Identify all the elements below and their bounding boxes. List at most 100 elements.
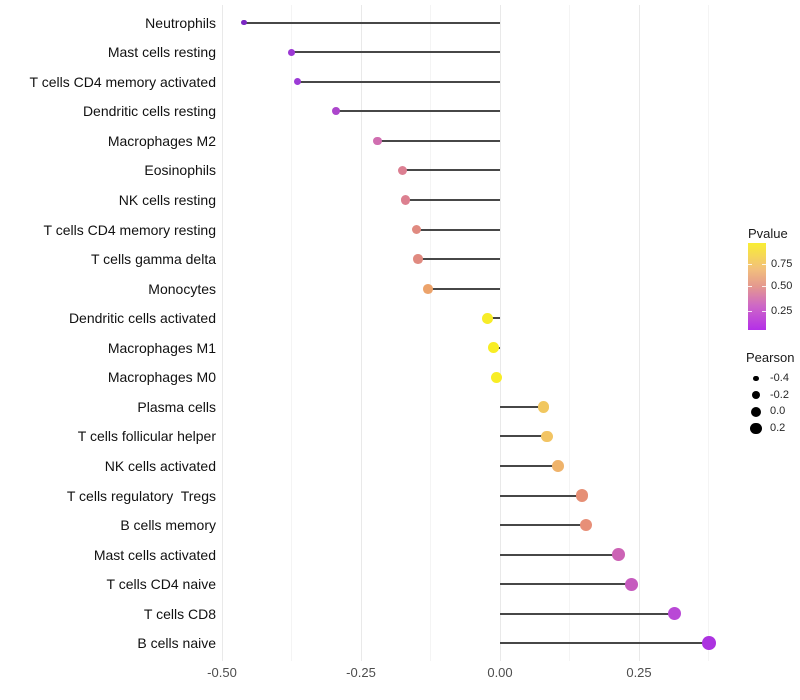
x-gridline-major <box>638 5 640 661</box>
y-axis-label: B cells naive <box>137 635 216 652</box>
lollipop-dot <box>540 430 553 443</box>
lollipop-stick <box>416 228 500 231</box>
x-tick-label: 0.25 <box>626 665 652 680</box>
lollipop-dot <box>625 577 639 591</box>
y-axis-label: T cells CD8 <box>143 605 216 622</box>
y-axis-label: Macrophages M1 <box>107 339 216 356</box>
lollipop-dot <box>413 254 424 264</box>
x-gridline-major <box>221 5 223 661</box>
pvalue-colorbar-tick <box>748 264 752 265</box>
y-axis-label: Neutrophils <box>145 14 216 31</box>
y-axis-label: Mast cells resting <box>107 44 216 61</box>
lollipop-stick <box>427 287 500 290</box>
y-axis-label: Eosinophils <box>144 162 216 179</box>
lollipop-dot <box>293 78 301 86</box>
lollipop-stick <box>244 21 500 24</box>
pearson-legend-label: 0.0 <box>770 405 786 418</box>
pvalue-color-legend: Pvalue 0.75 0.50 0.25 <box>745 226 800 330</box>
lollipop-stick <box>500 612 675 615</box>
x-gridline-minor <box>708 5 709 661</box>
lollipop-stick <box>487 317 500 320</box>
pvalue-colorbar-tick <box>748 286 752 287</box>
pearson-legend-dot <box>750 422 762 435</box>
x-tick-label: 0.00 <box>487 665 513 680</box>
pvalue-tick-label: 0.50 <box>771 280 793 292</box>
y-axis-label: T cells CD4 naive <box>106 576 216 593</box>
lollipop-stick <box>500 435 547 438</box>
lollipop-dot <box>422 283 433 294</box>
y-axis-label: Monocytes <box>148 280 216 297</box>
lollipop-dot <box>487 342 499 354</box>
x-gridline-major <box>360 5 362 661</box>
y-axis-label: Macrophages M2 <box>107 132 216 149</box>
lollipop-dot <box>579 518 592 532</box>
lollipop-dot <box>537 401 550 413</box>
lollipop-dot <box>288 48 295 56</box>
pearson-legend-label: 0.2 <box>770 422 786 435</box>
pearson-legend-label: -0.4 <box>770 372 789 384</box>
lollipop-stick <box>500 494 582 497</box>
y-axis-label: Mast cells activated <box>93 546 216 563</box>
pvalue-tick-label: 0.25 <box>771 305 793 317</box>
x-gridline-minor <box>430 5 431 661</box>
y-axis-label: T cells CD4 memory activated <box>29 73 216 90</box>
y-axis-label: NK cells resting <box>118 192 216 208</box>
lollipop-stick <box>500 583 632 586</box>
lollipop-dot <box>332 107 340 116</box>
pearson-legend-title: Pearson <box>746 350 795 365</box>
lollipop-stick <box>500 464 558 467</box>
y-axis-label: T cells gamma delta <box>90 251 216 268</box>
lollipop-stick <box>335 110 500 113</box>
pearson-legend-dot <box>751 406 761 417</box>
y-axis-label: T cells CD4 memory resting <box>43 221 216 238</box>
lollipop-stick <box>500 405 544 408</box>
lollipop-dot <box>575 489 588 502</box>
lollipop-dot <box>702 636 716 651</box>
pvalue-tick-label: 0.75 <box>771 258 793 270</box>
pearson-size-legend: Pearson -0.4 -0.2 0.0 0.2 <box>746 350 800 435</box>
y-axis-label: Dendritic cells activated <box>68 310 216 327</box>
x-gridline-major <box>499 5 501 661</box>
lollipop-dot <box>411 224 422 235</box>
x-tick-label: -0.25 <box>346 665 376 680</box>
y-axis-label: T cells regulatory Tregs <box>66 487 216 504</box>
x-tick-label: -0.50 <box>207 665 237 680</box>
lollipop-stick <box>297 80 500 83</box>
y-axis-label: T cells follicular helper <box>77 428 216 445</box>
y-axis-label: NK cells activated <box>104 457 216 474</box>
pearson-legend-item: 0.2 <box>746 420 800 437</box>
pearson-legend-item: 0.0 <box>746 403 800 420</box>
pvalue-colorbar <box>748 243 766 330</box>
lollipop-stick <box>500 642 710 645</box>
lollipop-stick <box>418 258 500 261</box>
pvalue-colorbar-tick <box>762 311 766 312</box>
lollipop-stick <box>377 139 500 142</box>
x-gridline-minor <box>569 5 570 661</box>
lollipop-dot <box>241 19 247 26</box>
lollipop-stick <box>500 524 586 527</box>
pearson-legend-item: -0.2 <box>746 387 800 404</box>
lollipop-dot <box>551 460 564 472</box>
y-axis-label: Plasma cells <box>137 398 216 415</box>
pvalue-colorbar-tick <box>762 286 766 287</box>
pvalue-colorbar-tick <box>762 264 766 265</box>
pvalue-legend-title: Pvalue <box>748 226 788 241</box>
lollipop-stick <box>402 169 500 172</box>
y-axis-label: Macrophages M0 <box>107 369 216 386</box>
lollipop-dot <box>373 136 383 146</box>
y-axis-label: B cells memory <box>120 517 216 534</box>
y-axis-label: Dendritic cells resting <box>82 103 216 120</box>
pearson-legend-dot <box>753 375 759 382</box>
pearson-legend-item: -0.4 <box>746 370 800 387</box>
pearson-legend-label: -0.2 <box>770 388 789 401</box>
lollipop-stick <box>291 51 500 54</box>
lollipop-dot <box>491 371 503 383</box>
lollipop-dot <box>398 165 408 176</box>
pearson-legend-dot <box>752 391 760 400</box>
lollipop-stick <box>405 199 500 201</box>
lollipop-dot <box>612 548 625 561</box>
pvalue-colorbar-tick <box>748 311 752 312</box>
lollipop-dot <box>400 195 411 205</box>
lollipop-dot <box>481 312 493 324</box>
